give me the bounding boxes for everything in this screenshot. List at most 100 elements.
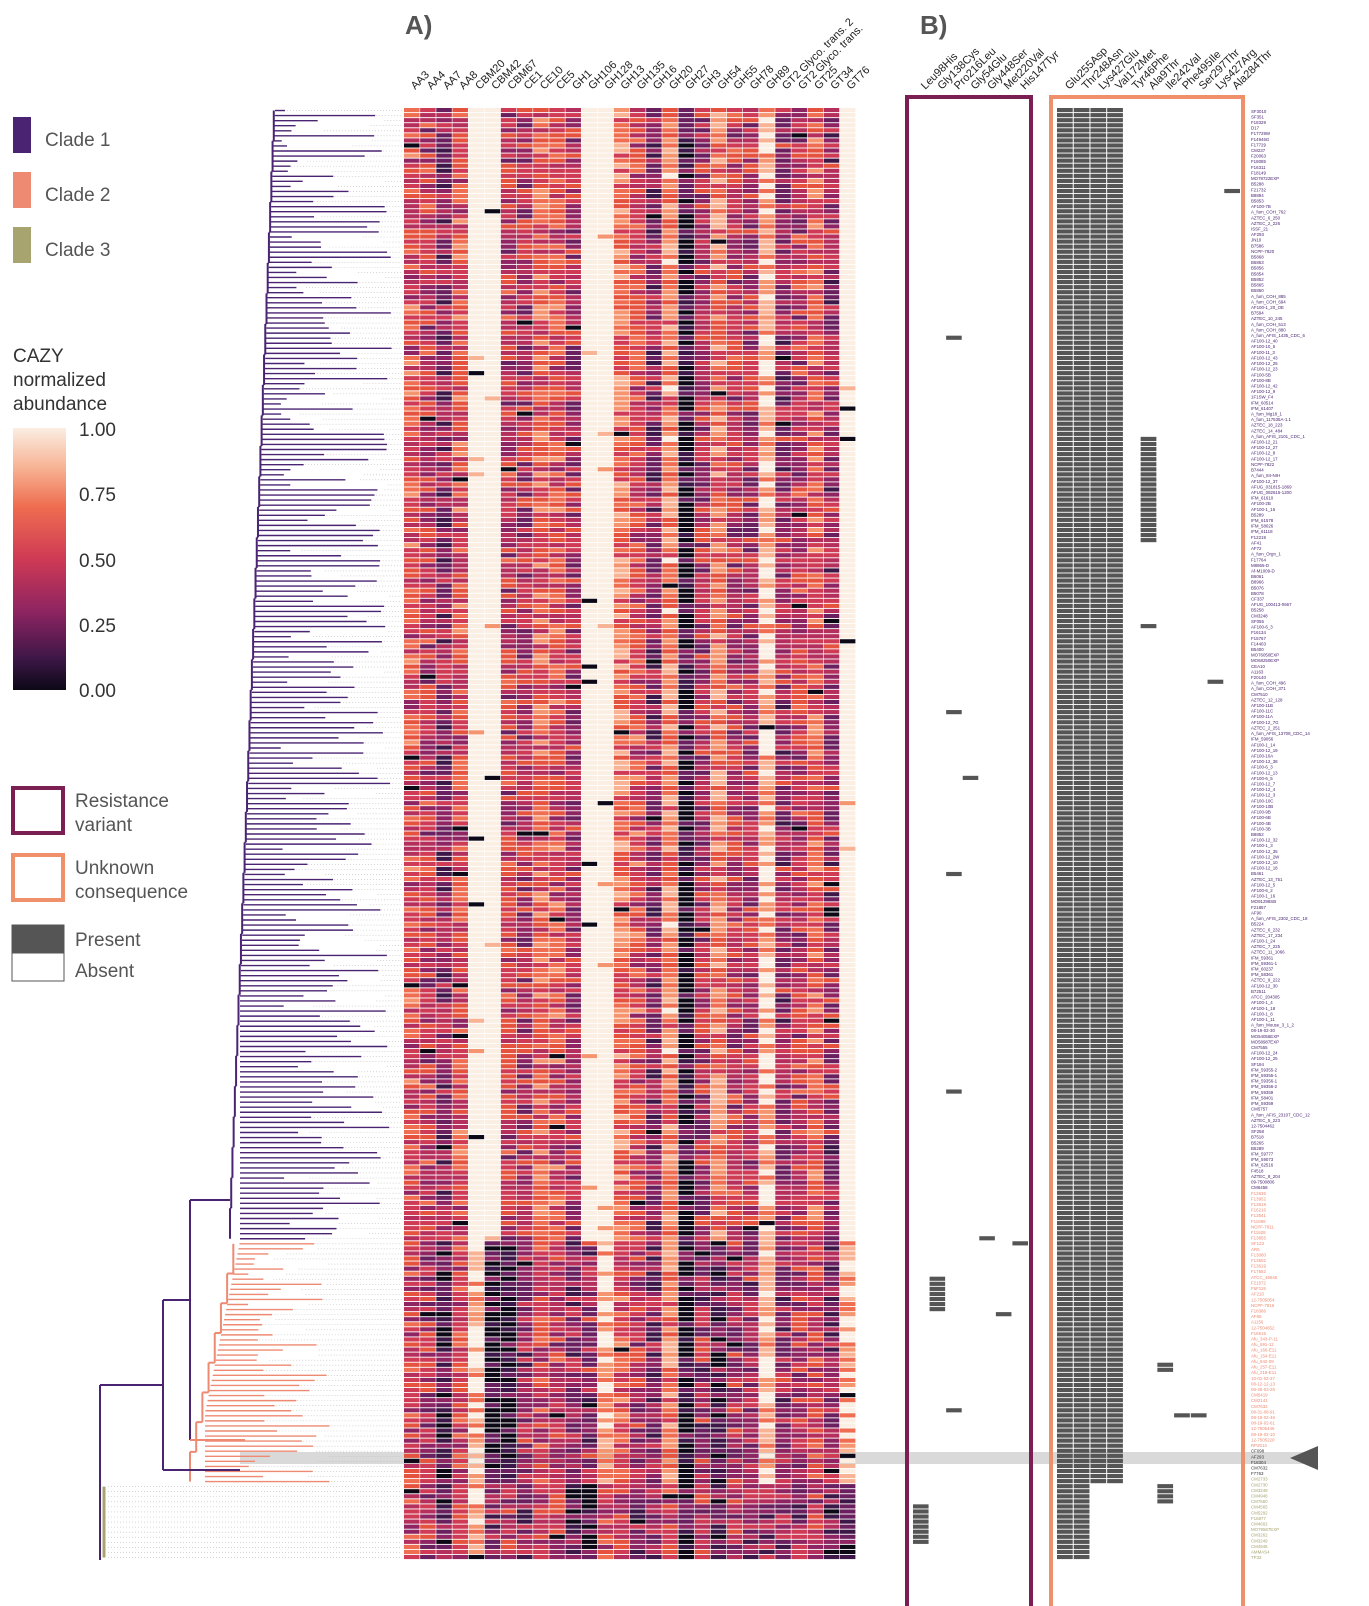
heatmap-cell [613,877,630,882]
heatmap-cell [662,624,678,629]
heatmap-cell [404,745,420,750]
heatmap-cell [678,654,694,659]
heatmap-cell [775,163,791,168]
heatmap-cell [517,446,533,452]
heatmap-cell [646,755,662,760]
heatmap-cell [404,133,420,138]
heatmap-cell [694,710,711,715]
heatmap-cell [452,366,468,371]
heatmap-cell [630,204,646,209]
heatmap-cell [420,720,436,725]
heatmap-cell [678,219,694,224]
heatmap-cell [646,234,662,239]
heatmap-cell [630,624,646,629]
heatmap-cell [743,173,759,178]
heatmap-cell [775,831,791,836]
heatmap-cell [839,866,856,872]
heatmap-cell [678,740,694,745]
heatmap-cell [710,371,727,376]
heatmap-cell [565,871,581,877]
heatmap-cell [613,699,630,705]
heatmap-cell [597,851,614,856]
heatmap-cell [500,452,517,457]
heatmap-cell [743,720,759,725]
heatmap-cell [613,674,630,679]
heatmap-cell [694,563,711,568]
heatmap-cell [436,588,452,593]
heatmap-cell [484,629,501,634]
heatmap-cell [662,108,678,113]
resistance-variant-label-2: variant [75,815,133,836]
heatmap-cell [436,649,452,654]
heatmap-cell [597,290,614,295]
heatmap-cell [597,507,614,512]
heatmap-cell [678,345,694,350]
heatmap-cell [630,295,646,300]
heatmap-cell [759,290,775,295]
heatmap-cell [775,629,791,634]
heatmap-cell [565,350,581,355]
heatmap-cell [630,183,646,189]
heatmap-cell [420,780,436,786]
heatmap-cell [468,689,485,694]
heatmap-cell [775,426,791,431]
heatmap-cell [549,664,565,669]
heatmap-cell [759,249,775,254]
heatmap-cell [678,578,694,583]
heatmap-cell [662,123,678,128]
heatmap-cell [726,639,743,644]
heatmap-cell [484,183,501,189]
heatmap-cell [581,350,598,355]
heatmap-cell [791,532,807,538]
heatmap-cell [646,568,662,573]
heatmap-cell [775,836,791,841]
heatmap-cell [710,527,727,533]
heatmap-cell [710,553,727,558]
heatmap-cell [694,416,711,421]
heatmap-cell [775,274,791,280]
heatmap-cell [630,396,646,401]
heatmap-cell [646,446,662,452]
heatmap-cell [613,345,630,350]
heatmap-cell [791,320,807,325]
heatmap-cell [743,694,759,700]
heatmap-cell [517,699,533,705]
heatmap-cell [581,178,598,183]
heatmap-cell [420,229,436,234]
heatmap-cell [839,851,856,856]
heatmap-cell [791,280,807,285]
heatmap-cell [839,558,856,563]
heatmap-cell [581,624,598,629]
heatmap-cell [839,269,856,275]
heatmap-cell [791,305,807,310]
heatmap-cell [759,401,775,406]
heatmap-cell [807,285,824,290]
heatmap-cell [581,300,598,305]
heatmap-cell [420,244,436,249]
heatmap-cell [775,416,791,421]
heatmap-cell [823,376,840,381]
heatmap-cell [694,123,711,128]
heatmap-cell [662,285,678,290]
heatmap-cell [743,350,759,355]
heatmap-cell [726,113,743,118]
heatmap-cell [839,553,856,558]
heatmap-cell [710,532,727,538]
heatmap-cell [775,143,791,148]
heatmap-cell [533,517,549,522]
heatmap-cell [484,244,501,249]
heatmap-cell [807,674,824,679]
heatmap-cell [743,330,759,335]
heatmap-cell [452,806,468,811]
heatmap-cell [646,725,662,730]
heatmap-cell [791,224,807,229]
heatmap-cell [759,462,775,467]
heatmap-cell [597,118,614,123]
heatmap-cell [549,543,565,548]
heatmap-cell [662,335,678,340]
heatmap-cell [452,421,468,426]
heatmap-cell [565,821,581,826]
heatmap-cell [662,330,678,335]
heatmap-cell [775,350,791,355]
heatmap-cell [500,264,517,269]
